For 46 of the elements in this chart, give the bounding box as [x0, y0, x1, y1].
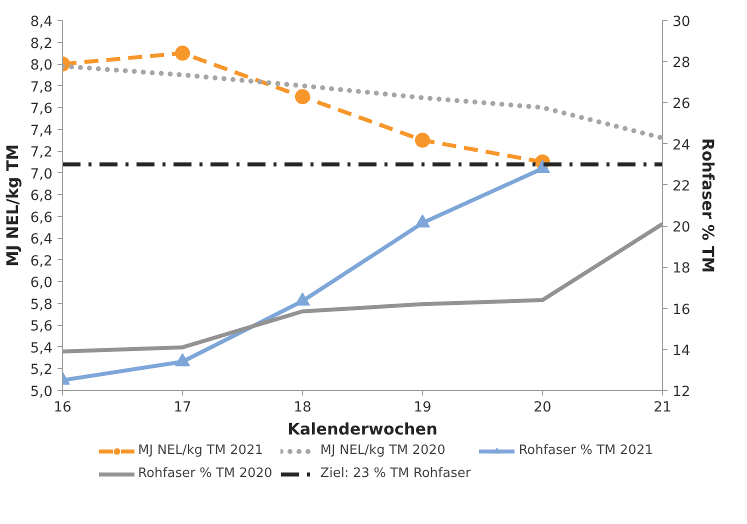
y2-axis-title: Rohfaser % TM	[698, 138, 718, 273]
y-tick-label: 7,8	[30, 79, 52, 96]
y2-tick-label: 14	[672, 342, 690, 359]
x-tick-label: 18	[294, 400, 312, 416]
y2-tick-label: 22	[672, 178, 690, 194]
y-tick-label: 7,6	[30, 101, 53, 118]
y2-tick-label: 16	[672, 302, 690, 318]
x-tick-label: 16	[54, 400, 72, 416]
legend-label: Rohfaser % TM 2021	[518, 443, 653, 458]
y-tick-label: 5,4	[30, 340, 53, 356]
y-tick-label: 6,2	[30, 253, 52, 270]
legend-label: MJ NEL/kg TM 2021	[138, 443, 264, 458]
y2-tick-label: 30	[672, 14, 690, 30]
point	[295, 89, 310, 104]
y2-tick-label: 20	[672, 220, 690, 236]
y-tick-label: 7,0	[30, 166, 52, 182]
y-tick-label: 5,0	[30, 384, 52, 400]
x-tick-label: 20	[534, 400, 552, 416]
x-axis-title: Kalenderwochen	[287, 420, 438, 438]
y-tick-label: 8,2	[30, 36, 52, 52]
y-tick-label: 6,8	[30, 188, 52, 204]
y-tick-label: 7,2	[30, 144, 52, 161]
y-tick-label: 7,4	[30, 122, 53, 139]
x-tick-label: 21	[654, 400, 672, 416]
y-tick-label: 5,6	[30, 318, 53, 335]
y-tick-label: 6,4	[30, 232, 53, 248]
y-tick-label: 6,0	[30, 275, 52, 292]
y-tick-label: 5,8	[30, 296, 52, 313]
y-tick-label: 6,6	[30, 210, 53, 226]
legend-label: Rohfaser % TM 2020	[138, 466, 272, 481]
y-tick-label: 8,0	[30, 58, 52, 74]
y-axis-title: MJ NEL/kg TM	[3, 144, 22, 267]
x-tick-label: 19	[414, 400, 432, 416]
line-series	[62, 222, 662, 354]
y-tick-label: 8,4	[30, 14, 53, 30]
y2-tick-label: 24	[672, 137, 690, 154]
point	[415, 132, 430, 148]
y-tick-label: 5,2	[30, 362, 52, 378]
y2-tick-label: 28	[672, 55, 690, 72]
legend-label: Ziel: 23 % TM Rohfaser	[320, 466, 471, 481]
y2-tick-label: 26	[672, 96, 690, 112]
point	[175, 46, 190, 61]
y2-tick-label: 12	[672, 384, 690, 400]
x-tick-label: 17	[174, 400, 192, 416]
legend-label: MJ NEL/kg TM 2020	[320, 443, 446, 458]
y2-tick-label: 18	[672, 260, 690, 277]
